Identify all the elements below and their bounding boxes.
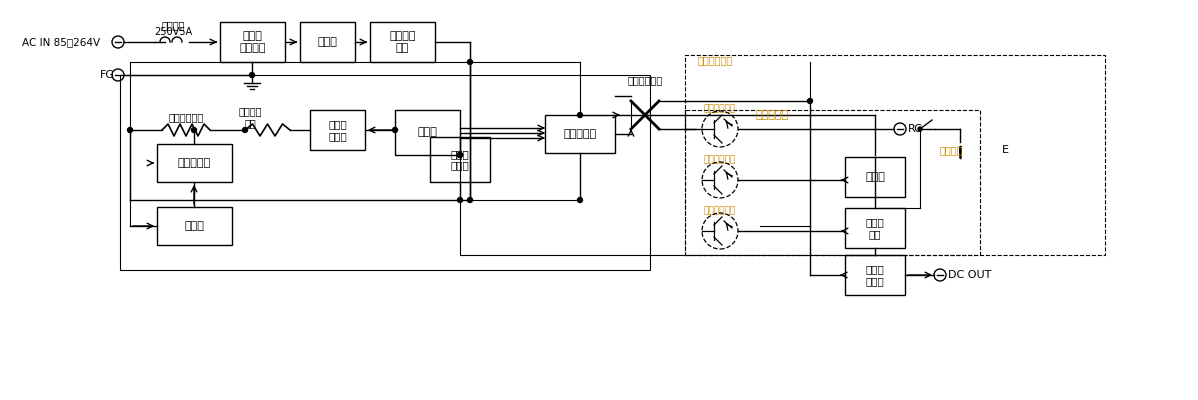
Bar — [685, 110, 980, 255]
Text: 整　流
平　滑: 整 流 平 滑 — [866, 264, 884, 286]
Circle shape — [458, 152, 462, 158]
Text: RC: RC — [908, 124, 922, 134]
Text: フォトカプラ: フォトカプラ — [704, 206, 737, 216]
Text: 外部電源: 外部電源 — [940, 145, 963, 155]
Text: オプション: オプション — [755, 110, 788, 120]
Text: インバータ: インバータ — [563, 129, 597, 139]
Text: FG: FG — [99, 70, 115, 80]
Circle shape — [467, 198, 472, 202]
Bar — [845, 157, 904, 197]
Bar — [545, 115, 615, 153]
Text: ヒューズ: ヒューズ — [162, 20, 184, 30]
Bar — [157, 144, 232, 182]
Bar — [845, 208, 904, 248]
Text: 整　流
平　滑: 整 流 平 滑 — [328, 119, 347, 141]
Text: E: E — [1002, 145, 1009, 155]
Text: フォトカプラ: フォトカプラ — [698, 55, 733, 65]
Text: 出力トランス: 出力トランス — [628, 75, 662, 85]
Bar — [220, 22, 285, 62]
Bar — [370, 22, 435, 62]
Bar — [120, 75, 651, 270]
Circle shape — [577, 112, 582, 118]
Circle shape — [918, 127, 922, 131]
Text: 突入電流
防止: 突入電流 防止 — [389, 31, 416, 53]
Circle shape — [807, 98, 812, 104]
Circle shape — [192, 128, 196, 132]
Bar — [157, 207, 232, 245]
Bar — [300, 22, 355, 62]
Bar — [685, 55, 1105, 255]
Bar — [845, 255, 904, 295]
Text: 制　御: 制 御 — [184, 221, 205, 231]
Bar — [430, 137, 490, 182]
Text: AC IN 85～264V: AC IN 85～264V — [22, 37, 101, 47]
Circle shape — [467, 60, 472, 64]
Circle shape — [458, 152, 462, 158]
Circle shape — [127, 128, 133, 132]
Text: フォトカプラ: フォトカプラ — [704, 104, 737, 114]
Text: 制　御: 制 御 — [418, 128, 437, 138]
Circle shape — [577, 198, 582, 202]
Circle shape — [393, 128, 398, 132]
Circle shape — [242, 128, 248, 132]
Circle shape — [458, 198, 462, 202]
Text: ノイズ
フィルタ: ノイズ フィルタ — [240, 31, 266, 53]
Text: 昇圧チョーク: 昇圧チョーク — [169, 112, 204, 122]
Text: DC OUT: DC OUT — [948, 270, 992, 280]
Text: 制　御: 制 御 — [865, 172, 885, 182]
Text: 電　流
検　出: 電 流 検 出 — [450, 149, 470, 170]
Bar — [310, 110, 365, 150]
Text: 過電圧
保護: 過電圧 保護 — [866, 217, 884, 239]
Text: インバータ: インバータ — [179, 158, 211, 168]
Text: 250V5A: 250V5A — [153, 27, 192, 37]
Bar — [395, 110, 460, 155]
Text: フォトカプラ: フォトカプラ — [704, 156, 737, 164]
Text: 整　流: 整 流 — [317, 37, 338, 47]
Circle shape — [249, 72, 254, 78]
Text: 電流検出
抵抗: 電流検出 抵抗 — [238, 106, 261, 128]
